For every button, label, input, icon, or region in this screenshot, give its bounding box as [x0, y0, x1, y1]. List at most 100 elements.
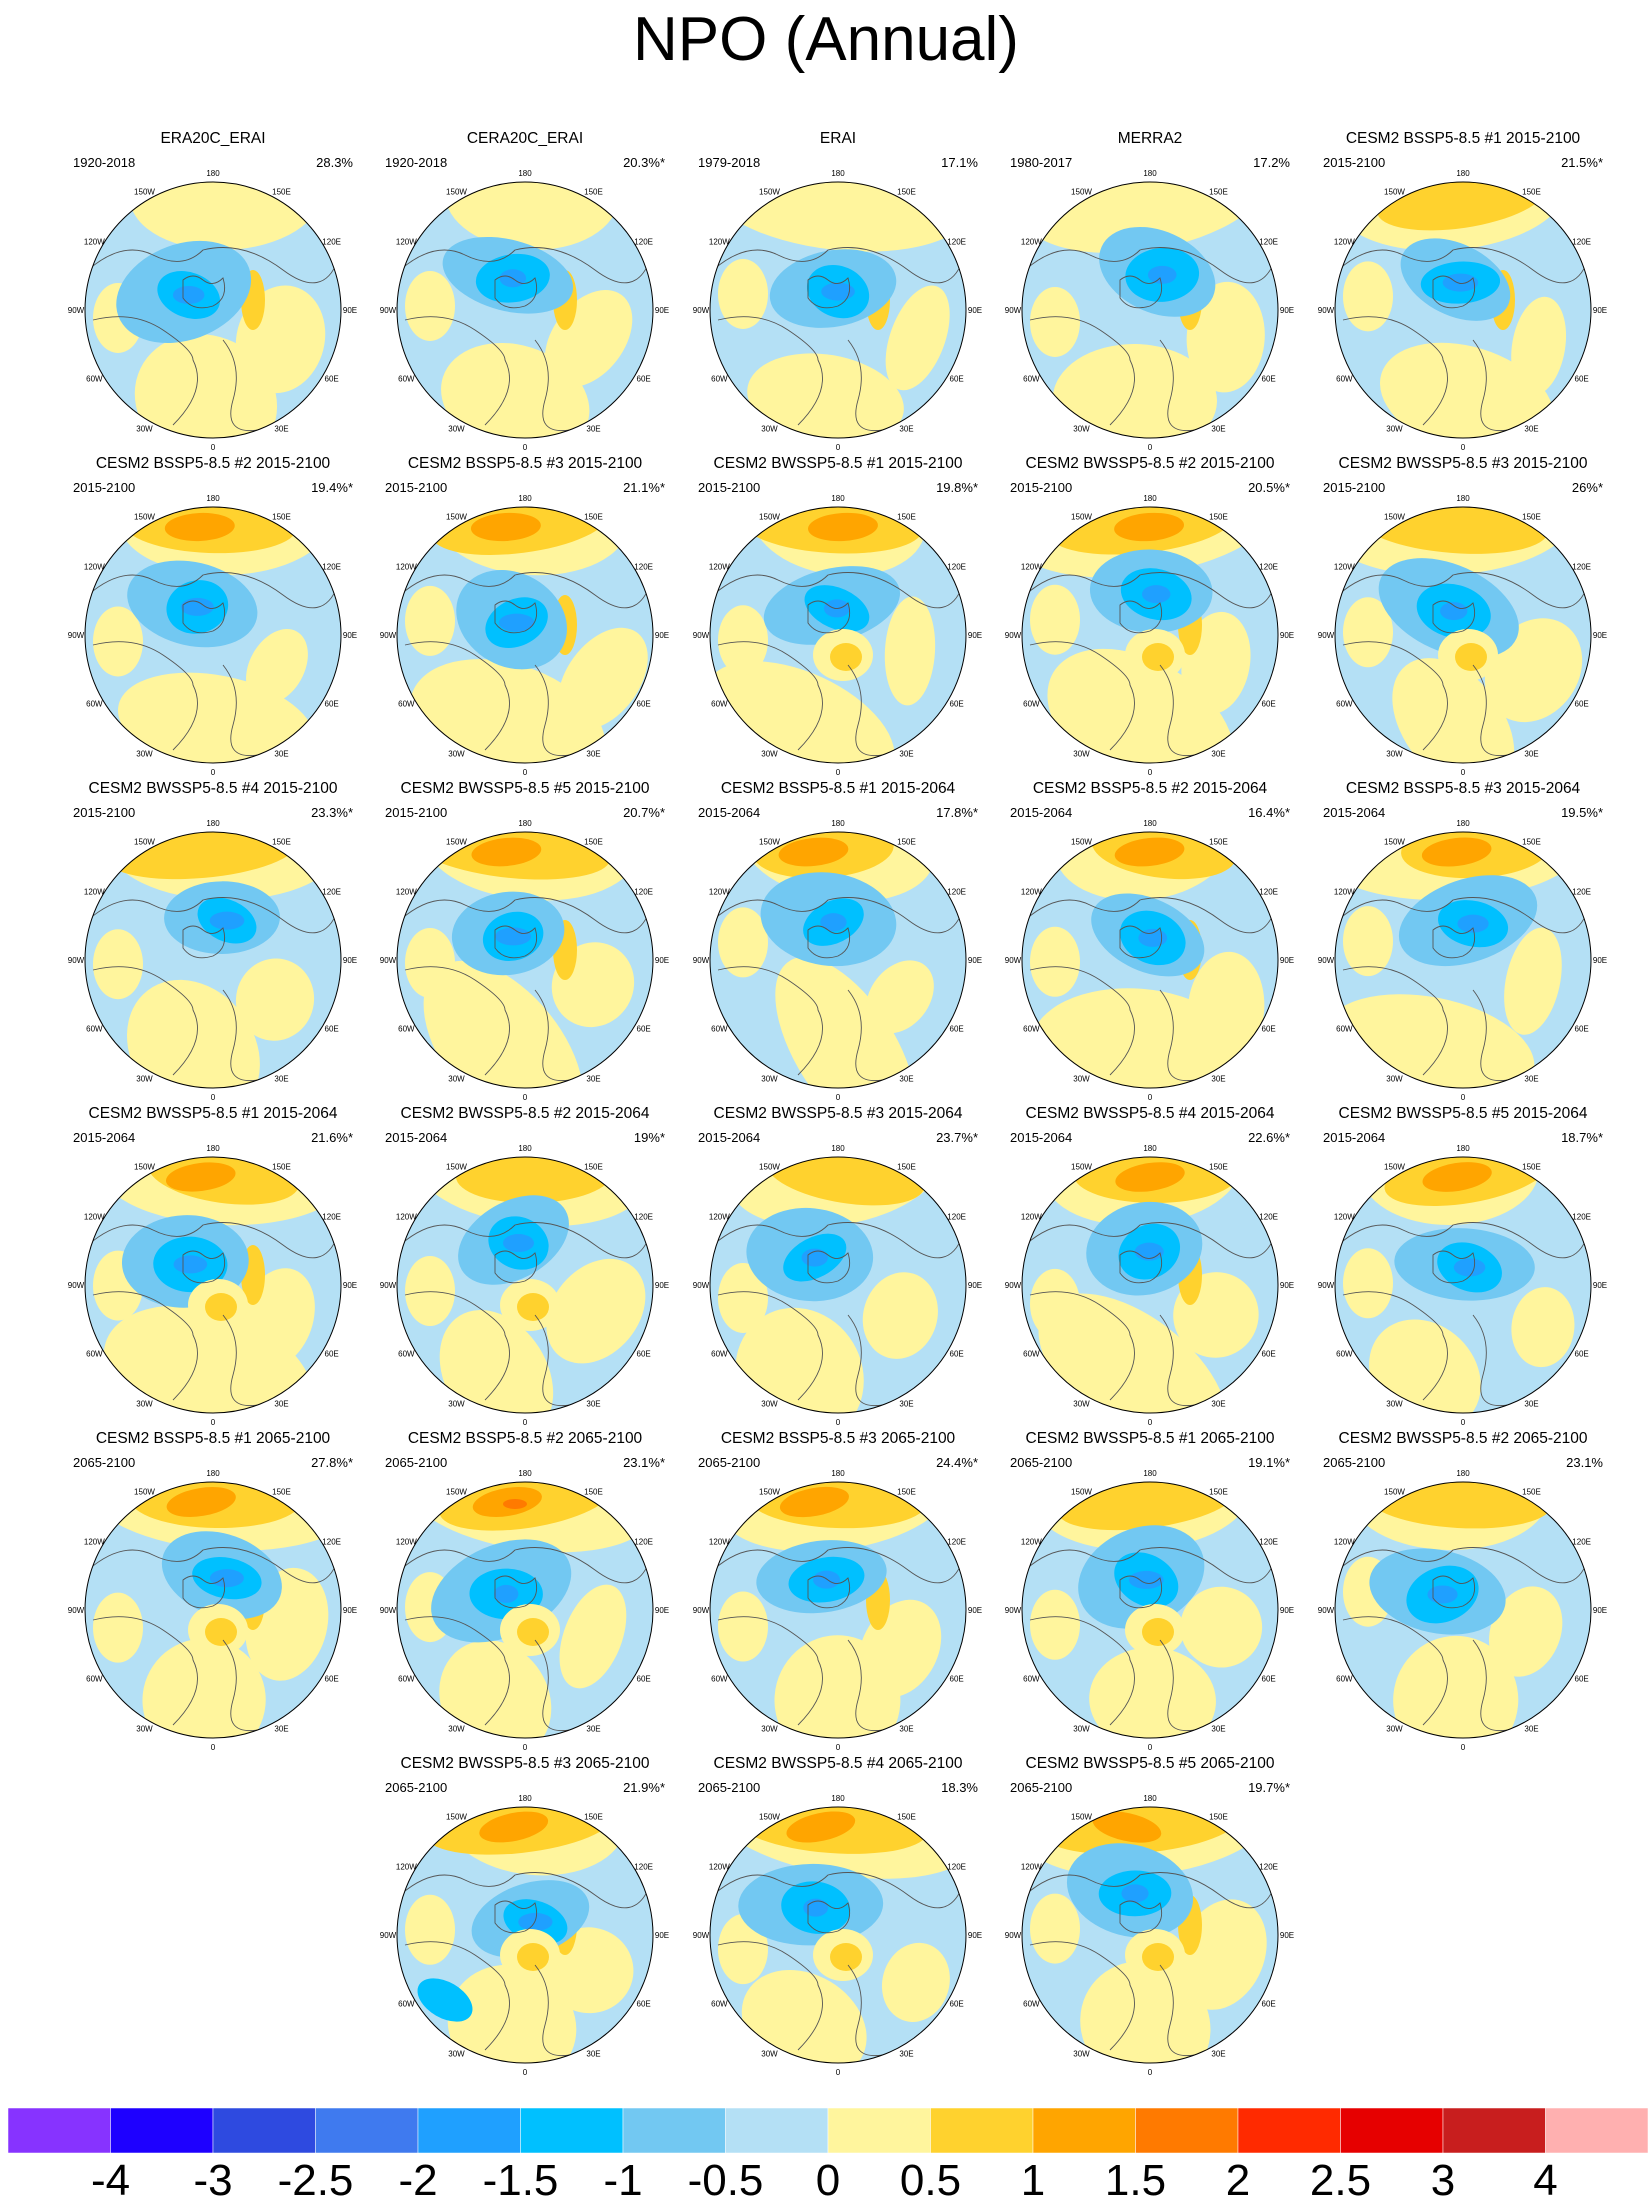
panel-title: CESM2 BSSP5-8.5 #1 2065-2100 [95, 1430, 331, 1447]
longitude-label: 60E [325, 700, 339, 709]
longitude-label: 30W [136, 750, 153, 759]
field-pacific-peak [1092, 1811, 1162, 1843]
field-pacific-peak [166, 1487, 236, 1517]
panel-period: 1920-2018 [385, 155, 448, 170]
panel-title: CESM2 BWSSP5-8.5 #1 2015-2064 [88, 1105, 338, 1122]
coastlines [1024, 572, 1276, 757]
coastline-arctic [182, 600, 226, 634]
coastline-arctic [1119, 600, 1163, 634]
coastline-arctic [494, 925, 538, 959]
longitude-label: 60E [1575, 375, 1589, 384]
longitude-label: 0 [523, 443, 528, 450]
panel-variance: 23.1% [1566, 1455, 1603, 1470]
longitude-label: 90W [1005, 631, 1022, 640]
panel-period: 2015-2100 [73, 805, 136, 820]
coastline-arctic [182, 1250, 226, 1284]
map-border [1334, 1481, 1592, 1739]
field-atlantic-negative [417, 1978, 473, 2022]
panel-period: 2065-2100 [385, 1780, 448, 1795]
coastline-europe [847, 1314, 884, 1407]
longitude-label: 90E [655, 1281, 669, 1290]
coastline-north [87, 572, 339, 609]
field-eurasia-positive [884, 596, 936, 706]
colorbar-label: -1.5 [482, 2156, 559, 2205]
longitude-label: 90E [655, 631, 669, 640]
map-border [84, 1481, 342, 1739]
field-pacific-peak [471, 837, 542, 867]
field-polar-strong [205, 1618, 237, 1646]
field-polar-strong [517, 1293, 549, 1321]
polar-map: 180 150E 120E 90E 60E 30E 0 30W 60W 90W 120W 150W [1005, 1469, 1294, 1750]
field-negative-core [1141, 585, 1171, 604]
field-america-positive [1030, 286, 1080, 357]
longitude-label: 120E [1259, 563, 1278, 572]
longitude-label: 60E [637, 375, 651, 384]
longitude-label: 90W [1318, 631, 1335, 640]
longitude-label: 60E [637, 2000, 651, 2009]
longitude-label: 150W [759, 512, 780, 521]
longitude-label: 90W [1318, 306, 1335, 315]
panel-period: 2015-2064 [73, 1130, 136, 1145]
longitude-label: 90E [343, 1606, 357, 1615]
coastlines [399, 572, 651, 757]
longitude-label: 150W [1071, 1162, 1092, 1171]
longitude-label: 90E [343, 1281, 357, 1290]
coastlines [1024, 1872, 1276, 2057]
coastline-arctic [807, 925, 851, 959]
longitude-label: 0 [1148, 768, 1153, 775]
coastline-america [717, 966, 823, 1076]
longitude-label: 120E [322, 238, 341, 247]
longitude-label: 150E [1522, 837, 1541, 846]
coastline-america [1342, 1291, 1448, 1401]
panel-title: CESM2 BSSP5-8.5 #2 2015-2064 [1032, 780, 1268, 797]
coastline-arctic [1119, 275, 1163, 309]
field-america-positive [1030, 1589, 1080, 1660]
coastline-north [399, 1872, 651, 1909]
longitude-label: 60E [325, 1350, 339, 1359]
coastlines [1024, 1222, 1276, 1407]
map-panel: CESM2 BWSSP5-8.5 #2 2015-2064 2015-2064 19… [375, 1105, 675, 1425]
coastline-europe [1159, 1639, 1196, 1732]
coastline-america [404, 316, 510, 426]
field-polar-strong [830, 643, 862, 671]
field-negative-core [820, 913, 847, 932]
panel-period: 2015-2064 [1010, 805, 1073, 820]
field-atlantic-positive [1038, 1293, 1227, 1413]
longitude-label: 180 [1143, 1469, 1157, 1478]
coastline-europe [847, 664, 884, 757]
longitude-label: 120W [396, 563, 417, 572]
panel-variance: 19.8%* [936, 480, 978, 495]
field-america-positive [93, 1592, 143, 1663]
map-panel: CESM2 BWSSP5-8.5 #3 2015-2100 2015-2100 26… [1313, 455, 1613, 775]
longitude-label: 120W [84, 1538, 105, 1547]
polar-map: 180 150E 120E 90E 60E 30E 0 30W 60W 90W 120W 150W [1005, 1794, 1294, 2075]
map-panel: CESM2 BWSSP5-8.5 #2 2065-2100 2065-2100 23… [1313, 1430, 1613, 1750]
longitude-label: 120E [947, 238, 966, 247]
coastline-north [712, 1547, 964, 1584]
longitude-label: 60W [711, 375, 728, 384]
field-america-positive [718, 1591, 768, 1662]
field-negative-core [498, 613, 535, 632]
longitude-label: 90W [1318, 1281, 1335, 1290]
coastline-america [1029, 1941, 1135, 2051]
coastline-north [1024, 1872, 1276, 1909]
polar-map: 180 150E 120E 90E 60E 30E 0 30W 60W 90W 120W 150W [1318, 1144, 1607, 1425]
coastline-north [87, 897, 339, 934]
colorbar-label: -4 [90, 2156, 131, 2205]
field-atlantic-positive [1080, 1961, 1211, 2063]
longitude-label: 120W [84, 563, 105, 572]
coastline-europe [1472, 664, 1509, 757]
longitude-label: 90W [693, 1931, 710, 1940]
map-panel: ERAI 1979-2018 17.1% 180 150E 120E 90E 60E 30E 0 3… [688, 130, 988, 450]
longitude-label: 60E [1575, 1675, 1589, 1684]
longitude-label: 90E [1280, 631, 1294, 640]
coastline-europe [1159, 1964, 1196, 2057]
longitude-label: 60W [86, 1675, 103, 1684]
panel-variance: 23.1%* [623, 1455, 665, 1470]
field-america-positive [405, 927, 455, 998]
field-negative-core [209, 911, 245, 930]
field-america-positive [1030, 1893, 1080, 1964]
field-pacific-peak [808, 512, 878, 542]
longitude-label: 60W [711, 1025, 728, 1034]
coastline-america [717, 316, 823, 426]
